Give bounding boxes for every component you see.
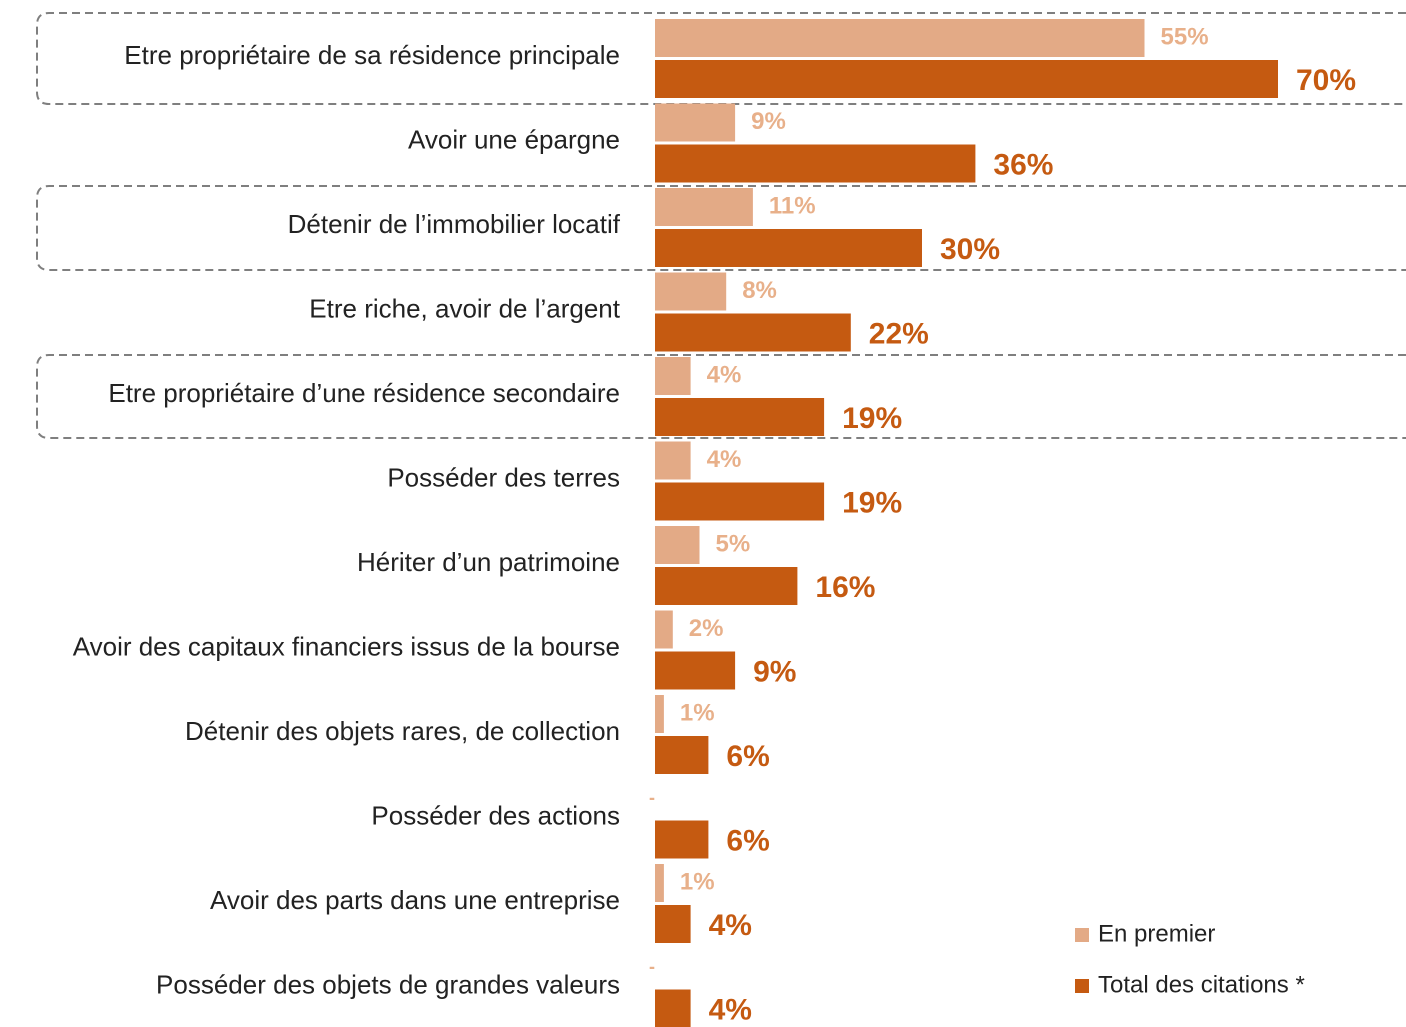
category-label: Posséder des actions	[371, 800, 620, 830]
category-label: Posséder des objets de grandes valeurs	[156, 969, 620, 999]
value-label: 9%	[753, 655, 796, 688]
category-label: Avoir des parts dans une entreprise	[210, 885, 620, 915]
bar	[655, 651, 736, 690]
bar	[655, 60, 1278, 98]
value-label: 22%	[869, 317, 929, 350]
bar	[655, 482, 825, 521]
value-label: 9%	[751, 108, 786, 135]
category-label: Détenir de l’immobilier locatif	[288, 209, 621, 239]
bar	[655, 272, 727, 311]
category-label: Avoir une épargne	[408, 124, 620, 154]
value-label: 19%	[842, 486, 902, 519]
category-label: Posséder des terres	[387, 462, 620, 492]
legend-label: Total des citations *	[1098, 971, 1305, 998]
bar	[655, 441, 691, 480]
bar	[655, 144, 976, 183]
value-label: 6%	[726, 824, 769, 857]
legend-swatch	[1075, 979, 1089, 993]
bar	[655, 229, 922, 267]
bar	[655, 357, 691, 395]
bar	[655, 567, 798, 605]
bar	[655, 610, 673, 649]
value-label: 55%	[1161, 23, 1209, 50]
bar	[655, 313, 851, 352]
legend-swatch	[1075, 928, 1089, 942]
value-label: 5%	[716, 530, 751, 557]
bar	[655, 820, 709, 859]
value-label: 1%	[680, 868, 715, 895]
value-label: 19%	[842, 402, 902, 435]
value-label: 16%	[815, 571, 875, 604]
bar	[655, 19, 1145, 57]
bar	[655, 398, 825, 436]
bar	[655, 989, 691, 1027]
category-label: Etre propriétaire d’une résidence second…	[108, 378, 620, 408]
value-label: -	[649, 787, 655, 807]
bar	[655, 188, 753, 226]
category-label: Détenir des objets rares, de collection	[185, 716, 620, 746]
value-label: 4%	[707, 361, 742, 388]
value-label: 4%	[709, 909, 752, 942]
highlight-box	[36, 185, 1406, 271]
value-label: 11%	[769, 192, 816, 219]
bar	[655, 864, 664, 902]
bar	[655, 103, 736, 142]
legend-label: En premier	[1098, 920, 1215, 947]
value-label: 2%	[689, 615, 724, 642]
value-label: 4%	[709, 993, 752, 1026]
value-label: 36%	[993, 148, 1053, 181]
category-label: Etre riche, avoir de l’argent	[309, 293, 620, 323]
bar	[655, 526, 700, 564]
bar	[655, 736, 709, 774]
category-label: Etre propriétaire de sa résidence princi…	[124, 40, 620, 70]
value-label: -	[649, 956, 655, 976]
value-label: 8%	[742, 277, 777, 304]
highlight-box	[36, 12, 1406, 105]
highlight-box	[36, 354, 1406, 439]
value-label: 70%	[1296, 64, 1356, 97]
value-label: 1%	[680, 699, 715, 726]
category-label: Hériter d’un patrimoine	[357, 547, 620, 577]
bar	[655, 905, 691, 943]
value-label: 6%	[726, 740, 769, 773]
value-label: 4%	[707, 446, 742, 473]
category-label: Avoir des capitaux financiers issus de l…	[73, 631, 620, 661]
value-label: 30%	[940, 233, 1000, 266]
bar	[655, 695, 664, 733]
